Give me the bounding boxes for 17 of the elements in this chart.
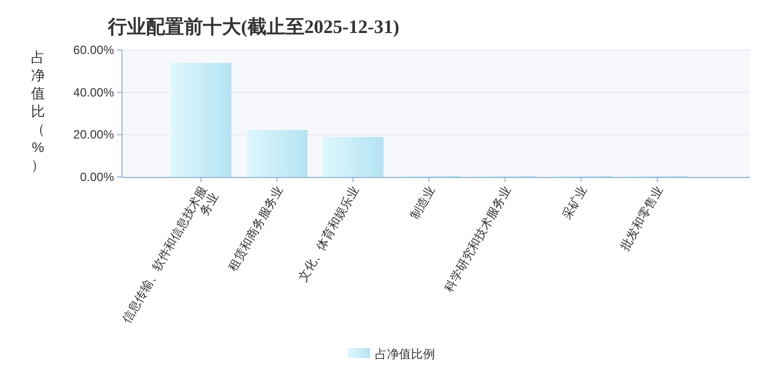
bar [246,130,308,177]
x-tick-label: 文化、体育和娱乐业 [296,184,362,284]
x-tick-label: 制造业 [408,184,438,222]
x-tick-label: 信息传输、软件和信息技术服务业 [120,184,221,326]
x-tick-label: 租赁和商务服务业 [226,184,286,274]
bar [170,62,232,177]
x-tick-label: 科学研究和技术服务业 [442,184,514,294]
bar [322,136,384,177]
x-tick-label: 批发和零售业 [618,184,666,253]
y-tick-label: 20.00% [73,128,114,142]
chart-title: 行业配置前十大(截止至2025-12-31) [107,16,400,38]
y-axis-title: 占净值比（%） [31,49,45,173]
y-tick-label: 40.00% [73,85,114,100]
legend-label: 占净值比例 [375,347,435,361]
y-tick-label: 0.00% [80,170,114,184]
x-tick-label: 采矿业 [560,184,590,222]
y-tick-label: 60.00% [73,43,114,57]
